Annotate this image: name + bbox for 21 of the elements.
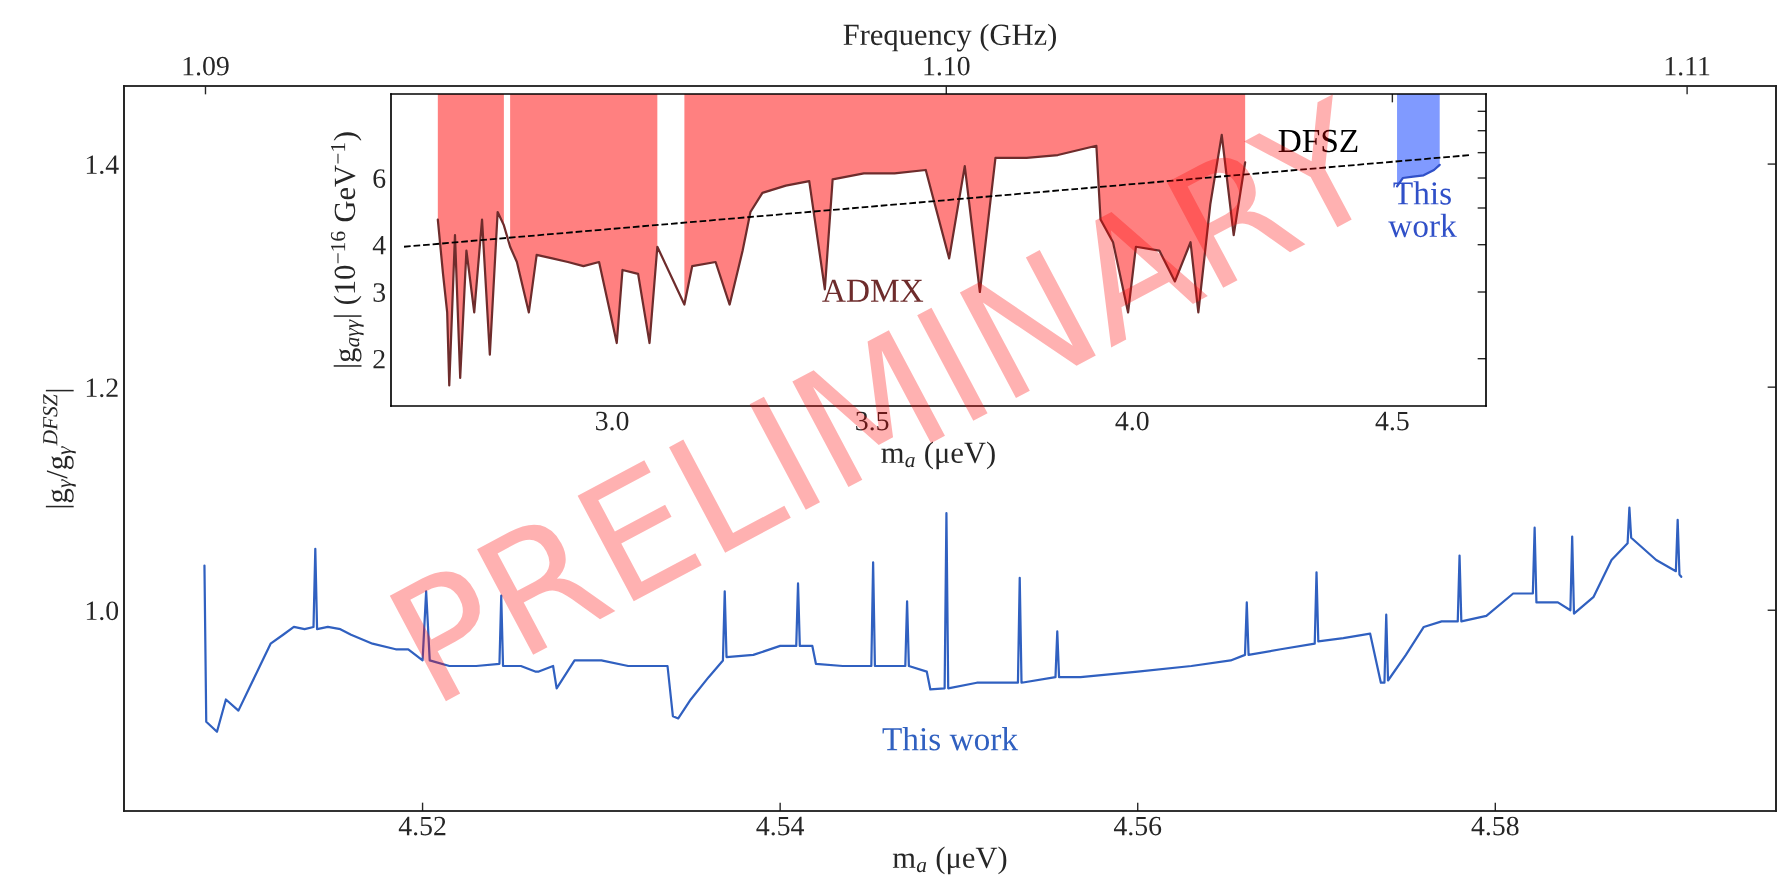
y-axis-title: |g$_{aγγ}$| (10$^{−16}$ GeV$^{−1}$): [330, 132, 364, 367]
y-tick-label: 2: [373, 349, 385, 369]
y-tick-label: 6: [373, 169, 386, 188]
y-tick-label: 1.0: [86, 601, 119, 621]
y-tick-label: 4: [372, 236, 386, 255]
x-tick-label: 4.54: [756, 816, 805, 836]
series-label: This work: [1388, 181, 1457, 238]
y-axis-title: |g$_{γ}$/g$_{γ}$$^{DFSZ}$|: [43, 389, 76, 508]
y-tick-label: 1.2: [86, 378, 118, 398]
y-tick-label: 3: [373, 283, 386, 302]
x-tick-label: 4.58: [1471, 816, 1519, 836]
y-tick-label: 1.4: [86, 155, 119, 175]
x2-tick-label: 1.11: [1665, 56, 1710, 76]
x2-axis-title: Frequency (GHz): [843, 23, 1056, 52]
x2-tick-label: 1.09: [183, 56, 229, 76]
x-tick-label: 4.52: [398, 816, 446, 836]
x2-tick-label: 1.10: [924, 56, 970, 76]
x-tick-label: 4.5: [1375, 411, 1409, 431]
series-label: This work: [882, 727, 1019, 751]
x-tick-label: 4.56: [1113, 816, 1162, 836]
x-axis-title: m$_{a}$ (μeV): [892, 846, 1007, 875]
